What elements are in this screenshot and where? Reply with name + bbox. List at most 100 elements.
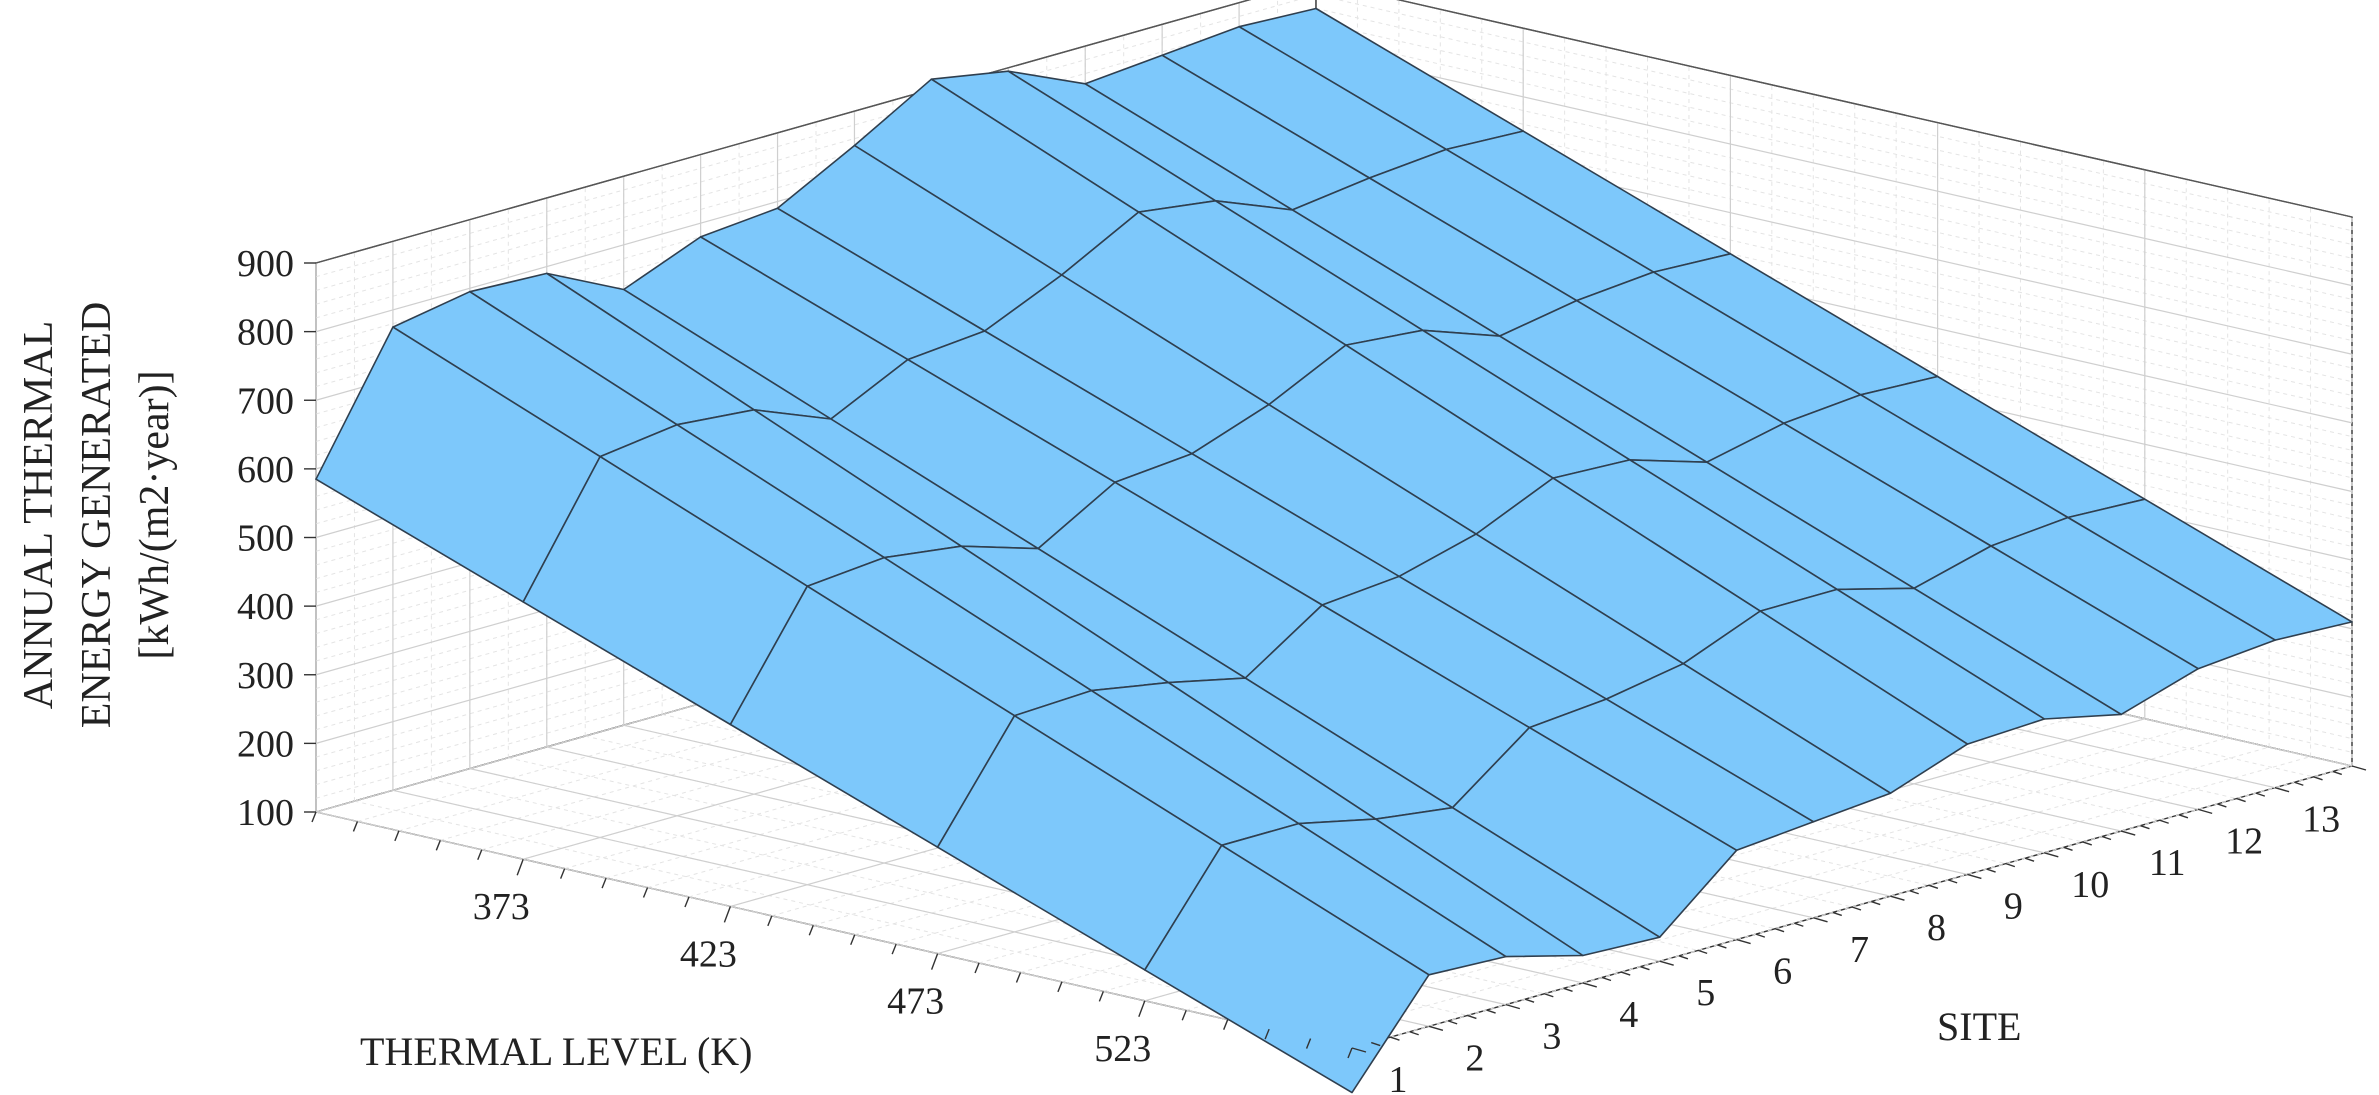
x-tick-label: 473 <box>887 981 944 1023</box>
y-tick-label: 12 <box>2225 820 2263 862</box>
y-tick-label: 13 <box>2302 799 2340 841</box>
y-minor-tick <box>2159 819 2169 824</box>
x-major-tick <box>1138 1000 1146 1018</box>
y-tick-label: 6 <box>1773 951 1792 993</box>
x-minor-tick <box>352 821 359 832</box>
minor-grid-line <box>1310 756 2311 1040</box>
axis-ticks <box>304 262 2367 1059</box>
tick-labels: 1002003004005006007008009003734234735231… <box>237 243 2340 1095</box>
x-minor-tick <box>1057 981 1063 993</box>
y-major-tick <box>2351 765 2367 771</box>
z-tick-label: 900 <box>237 243 294 285</box>
y-minor-tick <box>1409 1031 1419 1036</box>
y-minor-tick <box>1640 965 1650 971</box>
y-major-tick <box>1736 938 1751 945</box>
x-major-tick <box>723 906 732 923</box>
x-minor-tick <box>808 925 814 936</box>
x-minor-tick <box>1098 991 1105 1002</box>
minor-grid-line <box>315 7 1317 291</box>
y-minor-tick <box>2217 803 2227 808</box>
surface-mesh <box>315 7 2353 1094</box>
y-minor-tick <box>2236 797 2246 803</box>
y-minor-tick <box>1832 911 1842 917</box>
z-axis-title: ANNUAL THERMAL ENERGY GENERATED [kWh/(m2… <box>16 302 178 729</box>
y-minor-tick <box>1717 944 1727 949</box>
y-minor-tick <box>2255 792 2266 797</box>
minor-grid-line <box>1268 746 2270 1030</box>
y-minor-tick <box>1390 1036 1400 1041</box>
y-minor-tick <box>1909 890 1919 895</box>
y-minor-tick <box>1755 933 1766 938</box>
x-minor-tick <box>684 896 690 908</box>
x-minor-tick <box>477 849 483 861</box>
surface-patch <box>1144 844 1430 1094</box>
x-major-tick <box>930 953 939 970</box>
z-axis-title-line-2: ENERGY GENERATED <box>74 302 120 729</box>
x-minor-tick <box>1015 972 1022 983</box>
y-minor-tick <box>1774 928 1785 933</box>
y-minor-tick <box>2063 846 2073 852</box>
minor-grid-line <box>354 800 1391 1038</box>
minor-grid-line <box>1315 21 2353 259</box>
x-minor-tick <box>311 811 317 823</box>
y-minor-tick <box>1678 955 1689 960</box>
z-axis-title-line-1: ANNUAL THERMAL <box>16 321 62 709</box>
y-tick-label: 9 <box>2004 885 2023 927</box>
y-minor-tick <box>1447 1020 1458 1025</box>
minor-grid-line <box>1351 765 2353 1049</box>
z-tick-label: 500 <box>237 518 294 560</box>
y-major-tick <box>1582 982 1597 988</box>
y-major-tick <box>2274 787 2290 793</box>
minor-grid-line <box>1186 727 2187 1011</box>
y-minor-tick <box>1794 922 1804 927</box>
y-tick-label: 11 <box>2149 842 2186 884</box>
y-major-tick <box>1813 917 1828 923</box>
y-major-tick <box>1967 873 1982 880</box>
y-minor-tick <box>1524 998 1535 1003</box>
y-minor-tick <box>2140 824 2150 830</box>
x-tick-label: 423 <box>680 933 737 975</box>
x-tick-label: 373 <box>473 886 530 928</box>
y-minor-tick <box>1947 879 1958 884</box>
x-tick-label: 523 <box>1094 1028 1151 1070</box>
z-axis-title-line-3: [kWh/(m2·year)] <box>132 370 178 659</box>
x-minor-tick <box>1264 1028 1270 1040</box>
x-minor-tick <box>767 915 773 927</box>
y-minor-tick <box>1871 900 1881 906</box>
y-minor-tick <box>2332 770 2342 776</box>
y-tick-label: 7 <box>1850 929 1869 971</box>
x-minor-tick <box>1181 1009 1187 1021</box>
x-minor-tick <box>850 934 856 945</box>
x-minor-tick <box>435 840 441 851</box>
y-tick-label: 1 <box>1389 1059 1408 1095</box>
minor-grid-line <box>1315 35 2353 273</box>
y-minor-tick <box>2024 857 2035 862</box>
y-major-tick <box>2121 830 2136 836</box>
minor-grid-line <box>1315 62 2353 300</box>
x-minor-tick <box>891 943 897 955</box>
y-minor-tick <box>1371 1041 1381 1047</box>
y-tick-label: 5 <box>1696 972 1715 1014</box>
minor-grid-line <box>1336 0 2353 232</box>
z-tick-label: 300 <box>237 655 294 697</box>
y-minor-tick <box>1544 993 1554 998</box>
major-grid-line <box>1315 49 2353 287</box>
z-tick-label: 800 <box>237 312 294 354</box>
y-major-tick <box>1351 1047 1367 1053</box>
x-minor-tick <box>974 962 980 974</box>
x-minor-tick <box>1305 1038 1312 1049</box>
x-minor-tick <box>1223 1019 1229 1030</box>
y-minor-tick <box>2178 814 2189 819</box>
minor-grid-line <box>1227 737 2228 1021</box>
y-minor-tick <box>1601 976 1612 982</box>
x-axis-title: THERMAL LEVEL (K) <box>360 1029 753 1074</box>
y-minor-tick <box>2313 776 2323 781</box>
minor-grid-line <box>431 778 1468 1016</box>
y-minor-tick <box>1486 1009 1496 1014</box>
x-major-tick <box>516 858 524 876</box>
x-minor-tick <box>1347 1047 1353 1059</box>
z-tick-label: 600 <box>237 449 294 491</box>
major-grid-line <box>315 811 1353 1049</box>
y-tick-label: 8 <box>1927 907 1946 949</box>
